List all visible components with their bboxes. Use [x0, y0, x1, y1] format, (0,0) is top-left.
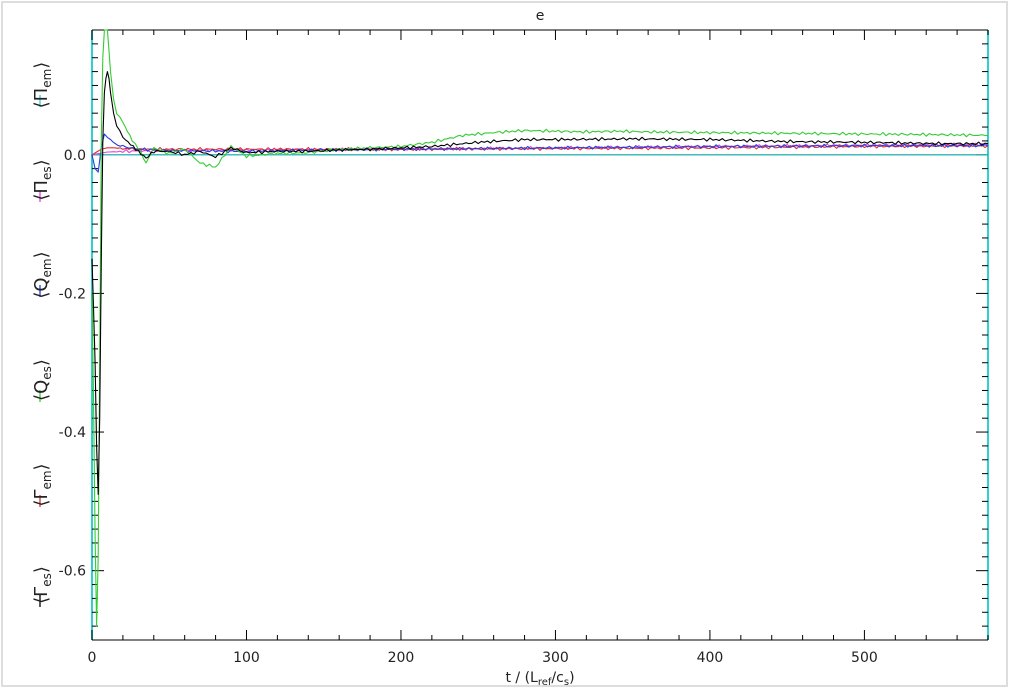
x-axis-label: t / (Lref/cs) [505, 670, 574, 688]
y-tick-label: -0.4 [59, 425, 86, 441]
legend-entry: ⟨Γes⟩ [31, 566, 54, 604]
legend-entry: ⟨Πes⟩ [31, 159, 54, 200]
legend-label: ⟨Γem⟩ [31, 463, 54, 506]
legend-label: ⟨Qes⟩ [31, 359, 54, 401]
y-tick-label: 0.0 [64, 148, 86, 164]
axis-ticks [91, 29, 989, 640]
y-tick-label: -0.6 [59, 564, 86, 580]
x-tick-label: 400 [697, 650, 724, 666]
x-tick-label: 100 [233, 650, 260, 666]
x-axis-label-main: t / (L [505, 670, 538, 686]
plot-area: 0 100 200 300 400 500 -0.6 -0.4 -0.2 0.0 [59, 29, 989, 666]
legend-label: ⟨Πem⟩ [31, 62, 54, 109]
x-tick-label: 500 [851, 650, 878, 666]
legend-label: ⟨Πes⟩ [31, 159, 54, 200]
x-tick-label: 0 [88, 650, 97, 666]
legend-entry: ⟨Γem⟩ [31, 463, 54, 506]
x-tick-label: 200 [388, 650, 415, 666]
chart-legend: ⟨Γes⟩ ⟨Γem⟩ ⟨Qes⟩ ⟨Qem⟩ ⟨Πes⟩ ⟨Πem⟩ [31, 62, 54, 607]
legend-label: ⟨Qem⟩ [31, 251, 54, 298]
x-axis-label-close: ) [569, 670, 574, 686]
y-tick-label: -0.2 [59, 286, 86, 302]
x-axis-label-divider: /c [551, 670, 563, 686]
data-series-group [91, 29, 989, 627]
axis-tick-labels: 0 100 200 300 400 500 -0.6 -0.4 -0.2 0.0 [59, 148, 878, 666]
x-axis-label-ref-subscript: ref [538, 677, 552, 688]
series-line-Γ_es [91, 71, 989, 495]
series-line-Q_es [91, 29, 989, 627]
chart-title: e [536, 8, 545, 24]
x-tick-label: 300 [542, 650, 569, 666]
legend-entry: ⟨Qem⟩ [31, 251, 54, 298]
legend-entry: ⟨Πem⟩ [31, 62, 54, 109]
legend-label: ⟨Γes⟩ [31, 566, 54, 604]
x-axis-label-s-subscript: s [564, 677, 569, 688]
legend-entry: ⟨Qes⟩ [31, 359, 54, 401]
